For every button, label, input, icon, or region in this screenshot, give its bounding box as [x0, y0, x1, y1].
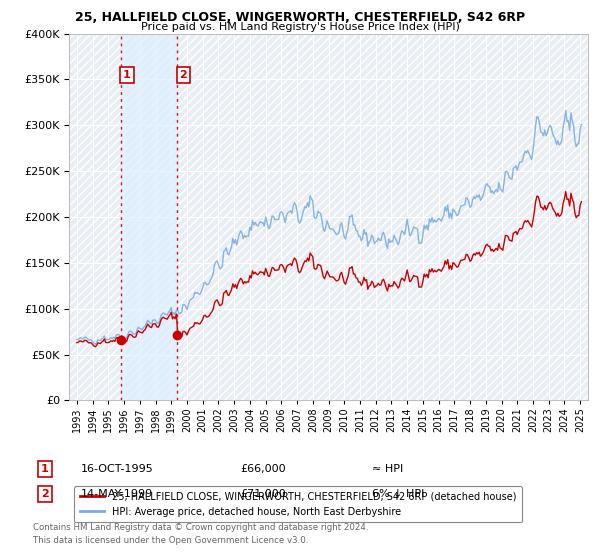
Bar — [121, 34, 177, 400]
Text: 14-MAY-1999: 14-MAY-1999 — [81, 489, 153, 499]
Text: 1: 1 — [123, 70, 131, 80]
Text: 2: 2 — [41, 489, 49, 499]
Text: 2: 2 — [179, 70, 187, 80]
Text: 16-OCT-1995: 16-OCT-1995 — [81, 464, 154, 474]
Text: £66,000: £66,000 — [240, 464, 286, 474]
Text: £71,000: £71,000 — [240, 489, 286, 499]
Text: 1: 1 — [41, 464, 49, 474]
Text: This data is licensed under the Open Government Licence v3.0.: This data is licensed under the Open Gov… — [33, 536, 308, 545]
Text: 6% ↓ HPI: 6% ↓ HPI — [372, 489, 424, 499]
Legend: 25, HALLFIELD CLOSE, WINGERWORTH, CHESTERFIELD, S42 6RP (detached house), HPI: A: 25, HALLFIELD CLOSE, WINGERWORTH, CHESTE… — [74, 486, 522, 522]
Text: Price paid vs. HM Land Registry's House Price Index (HPI): Price paid vs. HM Land Registry's House … — [140, 22, 460, 32]
Text: ≈ HPI: ≈ HPI — [372, 464, 403, 474]
Text: 25, HALLFIELD CLOSE, WINGERWORTH, CHESTERFIELD, S42 6RP: 25, HALLFIELD CLOSE, WINGERWORTH, CHESTE… — [75, 11, 525, 24]
Text: Contains HM Land Registry data © Crown copyright and database right 2024.: Contains HM Land Registry data © Crown c… — [33, 523, 368, 532]
